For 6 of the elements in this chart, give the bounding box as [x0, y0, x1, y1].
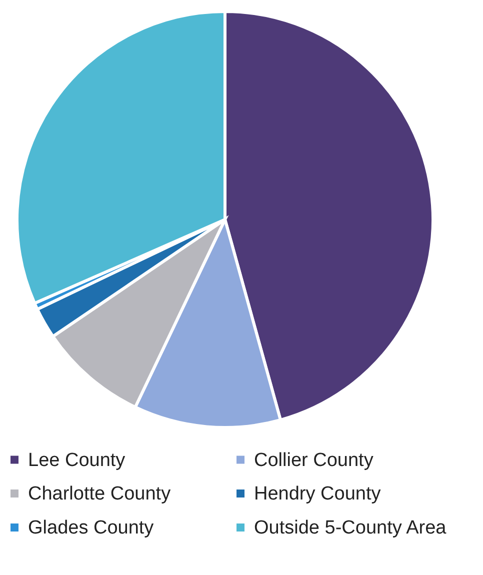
legend-label: Collier County [254, 450, 374, 471]
legend-label: Outside 5-County Area [254, 518, 447, 538]
legend-label: Charlotte County [28, 484, 172, 504]
legend-label: Hendry County [254, 484, 382, 504]
legend-label: Lee County [28, 450, 126, 471]
legend-label: Glades County [28, 518, 154, 538]
